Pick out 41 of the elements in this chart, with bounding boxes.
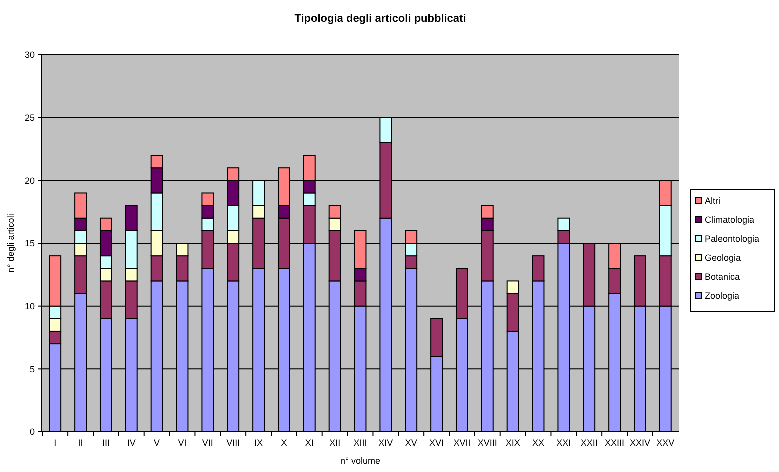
x-tick-label: XXII xyxy=(580,438,598,448)
y-tick-label: 0 xyxy=(30,427,35,438)
legend-label: Zoologia xyxy=(705,291,740,302)
x-tick-label: XI xyxy=(305,438,314,448)
legend-label: Geologia xyxy=(705,253,742,264)
x-tick-label: IX xyxy=(254,438,264,448)
x-tick-label: XIX xyxy=(506,438,520,448)
x-tick-label: VI xyxy=(178,438,187,448)
legend-label: Paleontologia xyxy=(705,234,760,244)
y-tick-label: 10 xyxy=(24,301,35,312)
y-tick-label: 30 xyxy=(24,50,35,60)
x-tick-label: XV xyxy=(405,438,418,448)
x-tick-label: IV xyxy=(127,438,136,448)
y-axis-title: n° degli articoli xyxy=(6,214,16,273)
x-tick-label: V xyxy=(154,438,160,448)
x-tick-label: III xyxy=(102,438,110,448)
x-tick-label: XVI xyxy=(430,438,444,448)
y-tick-label: 20 xyxy=(24,176,35,186)
x-tick-label: XIII xyxy=(354,438,368,448)
x-tick-label: VIII xyxy=(226,438,240,448)
legend-label: Altri xyxy=(705,196,720,206)
x-tick-label: II xyxy=(78,438,84,448)
legend-label: Climatologia xyxy=(705,215,755,226)
x-tick-label: I xyxy=(54,438,57,448)
x-tick-label: XXI xyxy=(556,438,572,448)
x-tick-label: XVII xyxy=(454,438,471,448)
y-tick-label: 25 xyxy=(24,112,35,123)
x-tick-label: XVIII xyxy=(478,438,498,448)
x-tick-label: X xyxy=(281,438,288,448)
x-tick-label: XXIV xyxy=(630,438,650,448)
x-tick-label: XII xyxy=(330,438,341,448)
x-tick-label: VII xyxy=(202,438,214,448)
chart-title: Tipologia degli articoli pubblicati xyxy=(294,13,466,25)
x-tick-label: XX xyxy=(532,438,545,448)
y-tick-label: 15 xyxy=(24,238,35,249)
x-tick-label: XIV xyxy=(378,438,394,448)
x-tick-label: XXV xyxy=(656,438,675,448)
y-tick-label: 5 xyxy=(30,364,35,374)
legend-label: Botanica xyxy=(705,272,740,282)
x-axis-title: n° volume xyxy=(340,456,381,466)
x-tick-label: XXIII xyxy=(605,438,625,448)
